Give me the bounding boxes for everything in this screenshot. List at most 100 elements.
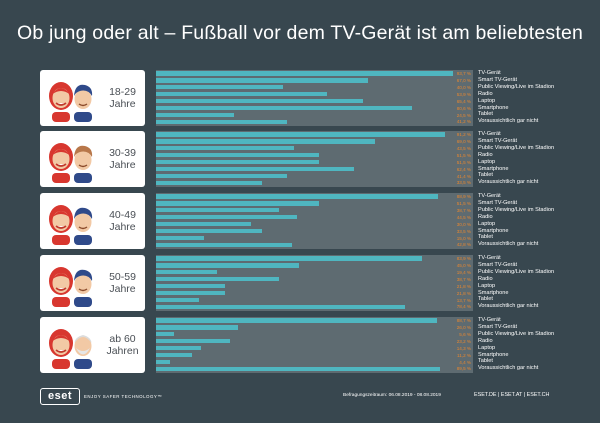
- category-label: Voraussichtlich gar nicht: [478, 303, 539, 310]
- age-range: 40-49: [109, 208, 136, 221]
- bar-4: [156, 99, 364, 104]
- bar-6: [156, 235, 204, 241]
- bar-5: [156, 228, 263, 234]
- age-group-card: 18-29 Jahre: [40, 70, 145, 126]
- value-label: 93,7 %: [456, 71, 471, 77]
- bar-panel: 88,7 % 26,0 % 5,6 % 23,2 % 14,3 % 11,2 % 4,4 %…: [156, 317, 473, 373]
- bar-7: [156, 242, 292, 247]
- bar-2: [156, 85, 283, 90]
- bar-7: [156, 119, 287, 124]
- category-label: TV-Gerät: [478, 131, 501, 137]
- value-label: 41,2 %: [456, 119, 471, 125]
- value-label: 21,8 %: [456, 283, 471, 289]
- eset-logo: eset: [40, 388, 80, 405]
- bar-5: [156, 290, 226, 296]
- category-label: Smart TV-Gerät: [478, 76, 518, 83]
- bar-1: [156, 201, 320, 206]
- category-label: Laptop: [478, 282, 496, 289]
- bar-2: [156, 146, 294, 151]
- category-label: Smart TV-Gerät: [478, 323, 518, 330]
- value-label: 33,5 %: [456, 180, 471, 186]
- category-label: Public Viewing/Live im Stadion: [478, 268, 555, 275]
- value-label: 5,6 %: [459, 331, 471, 337]
- category-label: Laptop: [478, 97, 496, 104]
- category-label: Tablet: [478, 296, 493, 303]
- bar-1: [156, 139, 375, 144]
- value-label: 80,6 %: [456, 105, 471, 111]
- bar-4: [156, 284, 226, 289]
- value-label: 43,5 %: [456, 145, 471, 151]
- people-icon: [49, 205, 93, 245]
- category-label: Voraussichtlich gar nicht: [478, 241, 539, 248]
- value-label: 67,0 %: [456, 78, 471, 83]
- page-title: Ob jung oder alt – Fußball vor dem TV-Ge…: [16, 22, 584, 44]
- age-range: 30-39: [109, 146, 136, 159]
- category-label: Smartphone: [478, 351, 509, 358]
- value-label: 83,9 %: [456, 256, 471, 262]
- bar-1: [156, 325, 239, 330]
- bar-3: [156, 153, 320, 158]
- bar-6: [156, 112, 234, 118]
- value-label: 13,7 %: [456, 297, 471, 303]
- category-label: Smartphone: [478, 165, 509, 172]
- bar-panel: 83,9 % 45,0 % 19,4 % 38,7 % 21,8 % 21,8 % 13,7…: [156, 255, 473, 311]
- value-label: 30,0 %: [456, 221, 471, 227]
- category-label: Radio: [478, 151, 493, 158]
- bar-panel: 88,9 % 51,5 % 38,7 % 44,5 % 30,0 % 33,5 % 15,0…: [156, 193, 473, 249]
- value-label: 89,5 %: [456, 366, 471, 372]
- bar-0: [156, 318, 438, 323]
- bar-2: [156, 270, 218, 275]
- bar-0: [156, 194, 438, 199]
- age-label: 18-29 Jahre: [100, 70, 145, 126]
- value-label: 15,0 %: [456, 235, 471, 241]
- value-label: 69,0 %: [456, 139, 471, 144]
- bar-1: [156, 78, 369, 83]
- bar-0: [156, 256, 422, 261]
- age-range: 50-59: [109, 270, 136, 283]
- value-label: 4,4 %: [459, 359, 471, 365]
- category-label: Smart TV-Gerät: [478, 261, 518, 268]
- value-label: 33,5 %: [456, 228, 471, 234]
- bar-4: [156, 346, 202, 351]
- value-label: 24,5 %: [456, 112, 471, 118]
- bar-5: [156, 166, 354, 172]
- value-label: 45,0 %: [456, 263, 471, 268]
- category-label: Voraussichtlich gar nicht: [478, 365, 539, 372]
- age-label: 50-59 Jahre: [100, 255, 145, 311]
- category-label: Tablet: [478, 111, 493, 118]
- age-unit: Jahre: [109, 98, 136, 110]
- value-label: 51,5 %: [456, 152, 471, 158]
- tagline: ENJOY SAFER TECHNOLOGY™: [84, 394, 163, 399]
- value-label: 38,7 %: [456, 207, 471, 213]
- bar-3: [156, 215, 298, 220]
- value-label: 88,7 %: [456, 318, 471, 324]
- category-label: Public Viewing/Live im Stadion: [478, 330, 555, 337]
- category-label: Smartphone: [478, 227, 509, 234]
- bar-6: [156, 173, 288, 179]
- bar-2: [156, 208, 279, 213]
- value-label: 44,5 %: [456, 214, 471, 220]
- site-links: ESET.DE | ESET.AT | ESET.CH: [474, 392, 550, 398]
- age-unit: Jahren: [106, 345, 139, 357]
- category-label: Radio: [478, 275, 493, 282]
- people-icon: [49, 267, 93, 307]
- category-label: Tablet: [478, 358, 493, 365]
- bar-2: [156, 332, 174, 337]
- bar-1: [156, 263, 299, 268]
- category-label: Tablet: [478, 234, 493, 241]
- age-label: ab 60 Jahren: [100, 317, 145, 373]
- bar-3: [156, 92, 327, 97]
- age-unit: Jahre: [109, 221, 136, 233]
- category-label: Smartphone: [478, 104, 509, 111]
- people-icon: [49, 82, 93, 122]
- value-label: 21,8 %: [456, 290, 471, 296]
- category-label: Smart TV-Gerät: [478, 137, 518, 144]
- value-label: 62,4 %: [456, 166, 471, 172]
- value-label: 40,0 %: [456, 84, 471, 90]
- age-label: 30-39 Jahre: [100, 131, 145, 187]
- age-range: 18-29: [109, 85, 136, 98]
- bar-0: [156, 71, 454, 76]
- category-label: Smart TV-Gerät: [478, 199, 518, 206]
- bar-3: [156, 277, 279, 282]
- category-label: Radio: [478, 213, 493, 220]
